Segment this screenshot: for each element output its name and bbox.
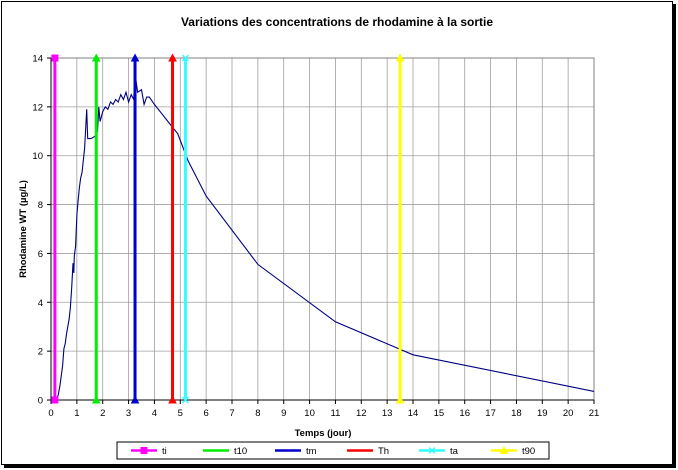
y-tick-label: 4 — [38, 298, 43, 309]
legend: ti t10 tm Th ta t90 — [116, 441, 550, 460]
x-tick-label: 8 — [255, 408, 260, 419]
y-tick-label: 10 — [32, 151, 43, 162]
series-marker — [168, 395, 177, 404]
series-marker — [51, 54, 59, 62]
legend-box — [116, 441, 550, 460]
x-tick-label: 11 — [330, 408, 340, 419]
x-tick-label: 14 — [408, 408, 419, 419]
x-axis-label: Temps (jour) — [295, 428, 352, 439]
series-marker — [395, 395, 405, 404]
x-tick-label: 18 — [511, 408, 522, 419]
legend-label: Th — [378, 446, 389, 457]
x-tick-label: 17 — [485, 408, 496, 419]
legend-label: ti — [162, 446, 167, 457]
series-marker — [181, 396, 189, 404]
series-marker — [499, 445, 509, 454]
series-marker — [395, 53, 405, 62]
y-tick-label: 6 — [38, 249, 43, 260]
series-marker — [91, 53, 101, 62]
legend-label: ta — [450, 446, 459, 457]
y-tick-label: 0 — [38, 396, 43, 407]
x-tick-label: 0 — [48, 408, 53, 419]
x-tick-label: 5 — [178, 408, 183, 419]
legend-label: tm — [306, 446, 317, 457]
concentration-line — [55, 72, 595, 401]
plot-background — [51, 58, 594, 400]
x-tick-label: 2 — [100, 408, 105, 419]
x-tick-label: 7 — [229, 408, 234, 419]
y-tick-label: 8 — [38, 200, 43, 211]
y-axis-label: Rhodamine WT (µg/L) — [18, 180, 29, 278]
chart-title: Variations des concentrations de rhodami… — [181, 15, 493, 29]
series-marker — [181, 54, 189, 62]
series-marker — [168, 53, 177, 62]
x-tick-label: 16 — [459, 408, 470, 419]
x-tick-label: 6 — [203, 408, 208, 419]
legend-label: t10 — [234, 446, 247, 457]
series-marker — [130, 395, 140, 404]
x-tick-label: 10 — [304, 408, 315, 419]
x-tick-label: 3 — [126, 408, 131, 419]
series-marker — [130, 53, 140, 62]
x-tick-label: 15 — [434, 408, 445, 419]
series-marker — [91, 395, 101, 404]
series-marker — [140, 447, 148, 454]
plot-area: 0 1 2 3 4 5 6 7 8 9 10 11 12 13 14 15 16 17 18 19 20 21024681… — [32, 53, 600, 419]
x-tick-label: 19 — [537, 408, 548, 419]
x-tick-label: 12 — [356, 408, 367, 419]
y-tick-label: 2 — [38, 347, 43, 358]
y-tick-label: 14 — [32, 54, 43, 65]
x-tick-label: 4 — [152, 408, 157, 419]
series-marker — [51, 396, 59, 404]
x-tick-label: 1 — [74, 408, 79, 419]
y-tick-label: 12 — [32, 102, 43, 113]
x-tick-label: 13 — [382, 408, 393, 419]
x-tick-label: 21 — [589, 408, 600, 419]
x-tick-label: 9 — [281, 408, 286, 419]
series-marker — [428, 447, 436, 454]
x-tick-label: 20 — [563, 408, 574, 419]
legend-label: t90 — [522, 446, 535, 457]
